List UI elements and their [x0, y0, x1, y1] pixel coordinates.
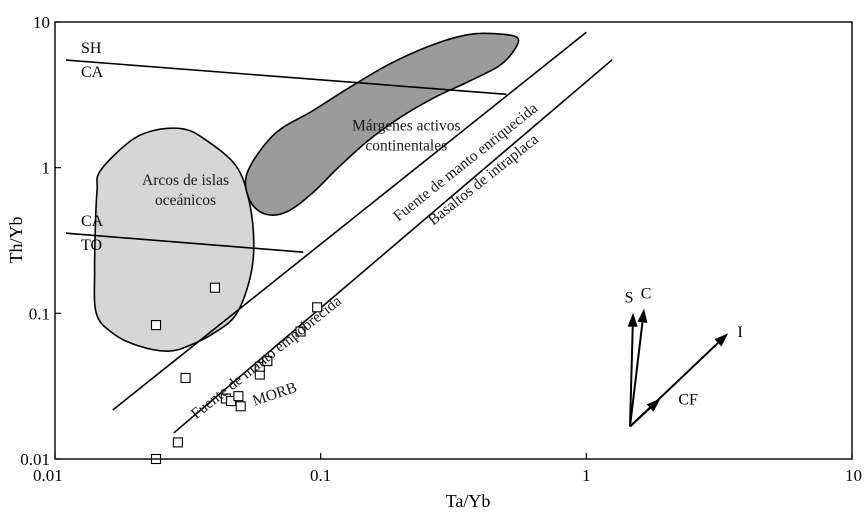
- vector-label-2: I: [738, 324, 743, 341]
- data-point-13: [312, 302, 323, 313]
- vector-head-0: [627, 312, 638, 327]
- x-axis-label: Ta/Yb: [446, 491, 491, 511]
- data-point-12: [295, 326, 306, 337]
- region-label-0: Arcos de islas oceánicos: [142, 172, 229, 209]
- mantle-array-upper: [112, 31, 587, 411]
- x-tick-label-1: 0.1: [310, 466, 331, 485]
- x-tick-label-0: 0.01: [33, 466, 63, 485]
- vector-line-3: [629, 407, 651, 428]
- vector-line-1: [629, 322, 644, 427]
- data-point-8: [235, 401, 246, 412]
- boundary-label-bottom-0: CA: [81, 64, 104, 81]
- y-axis-label: Th/Yb: [6, 217, 26, 264]
- boundary-label-bottom-1: TO: [81, 237, 102, 254]
- vector-line-0: [628, 326, 634, 427]
- y-tick-label-0: 0.01: [20, 450, 50, 469]
- boundary-label-top-1: CA: [81, 213, 104, 230]
- data-point-1: [209, 282, 220, 293]
- y-tick-label-1: 0.1: [29, 304, 50, 323]
- annotation-3: MORB: [250, 379, 299, 410]
- vector-label-0: S: [625, 290, 634, 307]
- x-tick-label-2: 1: [582, 466, 591, 485]
- vector-label-3: CF: [678, 392, 698, 409]
- points-layer: [150, 282, 323, 465]
- axes-layer: 0.01 0.1 1 10 0.01 0.1 1 10: [20, 13, 862, 485]
- data-point-7: [233, 391, 244, 402]
- boundary-line-0: [65, 59, 507, 96]
- vectors-layer: [627, 308, 729, 428]
- data-point-3: [172, 437, 183, 448]
- plot-frame: [54, 21, 853, 460]
- vector-head-1: [637, 308, 648, 323]
- data-point-10: [254, 361, 265, 372]
- region-1: [244, 32, 520, 216]
- boundary-line-1: [65, 232, 304, 253]
- regions-layer: [93, 32, 520, 353]
- vector-head-3: [646, 398, 661, 412]
- reference-lines-layer: [65, 31, 613, 434]
- vector-head-2: [714, 333, 729, 347]
- boundary-label-top-0: SH: [81, 40, 102, 57]
- data-point-2: [180, 372, 191, 384]
- region-label-1: Márgenes activos continentales: [352, 117, 461, 154]
- region-0: [93, 127, 255, 353]
- data-point-11: [262, 356, 273, 367]
- y-tick-label-2: 1: [42, 159, 51, 178]
- y-tick-label-3: 10: [33, 13, 50, 32]
- data-point-0: [150, 320, 162, 331]
- mantle-array-lower: [173, 59, 613, 434]
- x-tick-label-3: 10: [845, 466, 862, 485]
- vector-label-1: C: [641, 285, 652, 302]
